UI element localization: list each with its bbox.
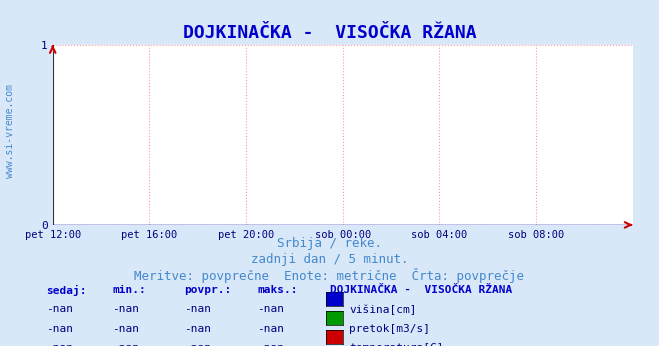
Text: -nan: -nan — [257, 343, 284, 346]
Text: Meritve: povprečne  Enote: metrične  Črta: povprečje: Meritve: povprečne Enote: metrične Črta:… — [134, 268, 525, 283]
Text: zadnji dan / 5 minut.: zadnji dan / 5 minut. — [251, 253, 408, 266]
Text: -nan: -nan — [46, 304, 73, 315]
Text: sedaj:: sedaj: — [46, 285, 86, 297]
Text: -nan: -nan — [112, 304, 139, 315]
Text: -nan: -nan — [185, 343, 212, 346]
Text: pretok[m3/s]: pretok[m3/s] — [349, 324, 430, 334]
Text: -nan: -nan — [112, 324, 139, 334]
Text: višina[cm]: višina[cm] — [349, 304, 416, 315]
Text: DOJKINAČKA -  VISOČKA RŽANA: DOJKINAČKA - VISOČKA RŽANA — [330, 285, 512, 295]
Text: povpr.:: povpr.: — [185, 285, 232, 295]
Text: -nan: -nan — [257, 304, 284, 315]
Text: -nan: -nan — [112, 343, 139, 346]
Text: -nan: -nan — [46, 324, 73, 334]
Text: -nan: -nan — [257, 324, 284, 334]
Text: min.:: min.: — [112, 285, 146, 295]
Text: DOJKINAČKA -  VISOČKA RŽANA: DOJKINAČKA - VISOČKA RŽANA — [183, 24, 476, 42]
Text: -nan: -nan — [185, 324, 212, 334]
Text: Srbija / reke.: Srbija / reke. — [277, 237, 382, 250]
Text: www.si-vreme.com: www.si-vreme.com — [5, 84, 15, 179]
Text: temperatura[C]: temperatura[C] — [349, 343, 444, 346]
Text: -nan: -nan — [46, 343, 73, 346]
Text: maks.:: maks.: — [257, 285, 297, 295]
Text: -nan: -nan — [185, 304, 212, 315]
